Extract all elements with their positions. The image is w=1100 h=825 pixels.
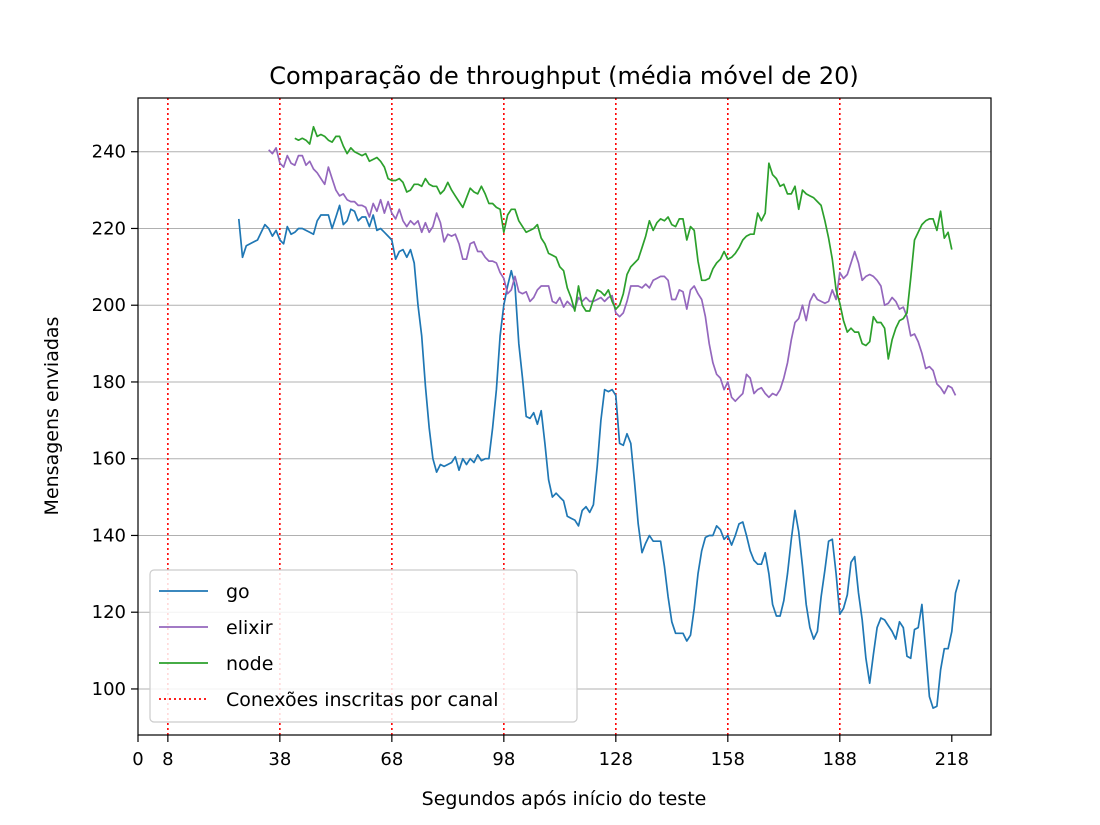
x-tick-label: 68 xyxy=(380,749,403,770)
x-tick-label: 0 xyxy=(132,749,143,770)
x-tick-label: 128 xyxy=(599,749,633,770)
x-axis-label: Segundos após início do teste xyxy=(422,788,707,810)
legend-box xyxy=(149,569,578,723)
series-line-go xyxy=(237,204,961,709)
legend-label: elixir xyxy=(226,617,273,639)
y-tick-label: 100 xyxy=(92,679,126,700)
y-tick-label: 220 xyxy=(92,218,126,239)
y-tick-label: 240 xyxy=(92,142,126,163)
y-tick-label: 200 xyxy=(92,295,126,316)
y-tick-label: 180 xyxy=(92,372,126,393)
y-tick-label: 160 xyxy=(92,449,126,470)
legend-label: go xyxy=(226,581,250,603)
x-tick-label: 158 xyxy=(711,749,745,770)
legend-label: Conexões inscritas por canal xyxy=(226,689,499,711)
x-axis-ticks: 0 8 38 68 98 128 158 188 218 xyxy=(132,735,969,770)
y-axis-label: Mensagens enviadas xyxy=(41,317,63,516)
y-tick-label: 120 xyxy=(92,602,126,623)
legend-items: go elixir node Conexões inscritas por canal xyxy=(159,581,499,711)
series-line-node xyxy=(294,125,953,360)
x-tick-label: 98 xyxy=(492,749,515,770)
series-line-elixir xyxy=(268,147,957,403)
legend-label: node xyxy=(226,653,273,675)
chart-title: Comparação de throughput (média móvel de… xyxy=(269,62,859,90)
x-tick-label: 38 xyxy=(268,749,291,770)
y-axis-ticks: 100 120 140 160 180 200 220 240 xyxy=(92,142,138,700)
plot-frame xyxy=(137,97,992,736)
x-tick-label: 188 xyxy=(823,749,857,770)
series-lines xyxy=(237,125,961,709)
y-tick-label: 140 xyxy=(92,525,126,546)
legend: go elixir node Conexões inscritas por canal xyxy=(149,569,578,723)
x-tick-label: 8 xyxy=(162,749,173,770)
x-tick-label: 218 xyxy=(935,749,969,770)
